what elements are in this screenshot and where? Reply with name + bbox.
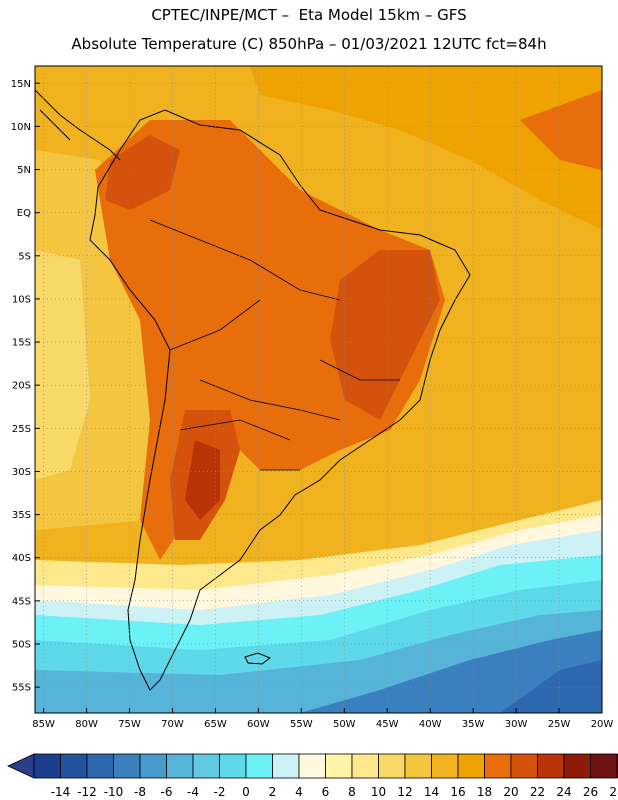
longitude-label: 65W: [204, 719, 227, 730]
colorbar-label: 24: [556, 785, 571, 799]
longitude-label: 75W: [118, 719, 141, 730]
colorbar-label: 4: [295, 785, 303, 799]
colorbar-box: [139, 753, 167, 779]
colorbar-box: [484, 753, 512, 779]
colorbar-label: 16: [450, 785, 465, 799]
colorbar-label: -2: [214, 785, 226, 799]
colorbar-box: [219, 753, 247, 779]
colorbar-box: [245, 753, 273, 779]
south-america-coastline: [89, 109, 471, 691]
colorbar-label: 10: [371, 785, 386, 799]
longitude-label: 35W: [462, 719, 485, 730]
colorbar-labels: -14 -12 -10 -8 -6 -4 -2 0 2 4 6 8 10 12 14 16 18 20 22 24 26…: [51, 785, 618, 799]
longitude-label: 20W: [591, 719, 614, 730]
colorbar-label: 12: [397, 785, 412, 799]
colorbar-box: [457, 753, 485, 779]
longitude-label: 25W: [548, 719, 571, 730]
colorbar-box: [510, 753, 538, 779]
longitude-label: 70W: [161, 719, 184, 730]
latitude-label: 10S: [12, 294, 31, 305]
cooler-region-east-pacific: [35, 250, 90, 480]
colorbar-box: [563, 753, 591, 779]
map-title-line-1: CPTEC/INPE/MCT – Eta Model 15km – GFS: [151, 6, 467, 24]
latitude-label: 10N: [11, 122, 31, 133]
latitude-label: 5S: [18, 251, 31, 262]
colorbar-box: [272, 753, 300, 779]
hottest-region-argentina: [185, 440, 220, 520]
colorbar-label: 2: [269, 785, 277, 799]
colorbar-label: -14: [51, 785, 71, 799]
colorbar-label: 18: [477, 785, 492, 799]
latitude-label: 15S: [12, 338, 31, 349]
colorbar-label: 26: [583, 785, 598, 799]
latitude-label: 20S: [12, 381, 31, 392]
hot-region-north-atlantic: [520, 90, 602, 170]
longitude-label: 30W: [505, 719, 528, 730]
longitude-label: 85W: [32, 719, 55, 730]
latitude-label: 35S: [12, 510, 31, 521]
colorbar-box: [351, 753, 379, 779]
latitude-label: EQ: [17, 208, 31, 219]
colorbar-label: 14: [424, 785, 439, 799]
colorbar-box: [325, 753, 353, 779]
very-hot-region-andes: [105, 135, 180, 210]
latitude-labels: 15N 10N 5N EQ 5S 10S 15S 20S 25S 30S 35S 40S 45S 50S 5…: [11, 79, 40, 694]
colorbar-box: [298, 753, 326, 779]
latitude-label: 15N: [11, 79, 31, 90]
latitude-label: 45S: [12, 596, 31, 607]
colorbar-label: 22: [530, 785, 545, 799]
longitude-label: 60W: [247, 719, 270, 730]
latitude-label: 5N: [17, 165, 31, 176]
colorbar-box: [431, 753, 459, 779]
map-title-line-2: Absolute Temperature (C) 850hPa – 01/03/…: [71, 35, 547, 53]
colorbar-boxes: [7, 753, 618, 779]
colorbar-label: 6: [322, 785, 330, 799]
colorbar-label: -8: [134, 785, 146, 799]
colorbar-label: -10: [104, 785, 124, 799]
warm-region-tropical-atlantic: [250, 66, 602, 230]
falkland-islands: [244, 652, 271, 665]
very-hot-region-northeast-brazil: [330, 250, 440, 420]
colorbar-label: 28: [609, 785, 618, 799]
colorbar-box: [192, 753, 220, 779]
latitude-label: 55S: [12, 683, 31, 694]
colorbar-box: [86, 753, 114, 779]
colorbar-label: -12: [77, 785, 97, 799]
longitude-label: 40W: [419, 719, 442, 730]
longitude-label: 55W: [290, 719, 313, 730]
longitude-labels: 85W 80W 75W 70W 65W 60W 55W 50W 45W 40W 35W 30W 25W 2…: [32, 708, 613, 730]
latitude-label: 50S: [12, 639, 31, 650]
temperature-map: 15N 10N 5N EQ 5S 10S 15S 20S 25S 30S 35S 40S 45S 50S 5…: [11, 65, 613, 730]
colorbar-box: [60, 753, 88, 779]
colorbar-label: 20: [503, 785, 518, 799]
colorbar-label: -6: [161, 785, 173, 799]
longitude-label: 80W: [75, 719, 98, 730]
colorbar-box: [166, 753, 194, 779]
colorbar-under-arrow: [7, 753, 35, 779]
colorbar-box: [33, 753, 61, 779]
colorbar-label: 8: [348, 785, 356, 799]
cold-band-5: [300, 630, 602, 713]
cold-band-6: [500, 660, 602, 713]
longitude-label: 45W: [376, 719, 399, 730]
latitude-label: 25S: [12, 424, 31, 435]
latitude-label: 30S: [12, 467, 31, 478]
colorbar-box: [378, 753, 406, 779]
colorbar-box: [404, 753, 432, 779]
colorbar-box: [537, 753, 565, 779]
central-america-coastline: [35, 89, 121, 161]
longitude-label: 50W: [333, 719, 356, 730]
colorbar-label: -4: [187, 785, 199, 799]
colorbar-label: 0: [242, 785, 250, 799]
colorbar-box: [590, 753, 618, 779]
colorbar-box: [113, 753, 141, 779]
map-gridlines: [35, 66, 602, 713]
map-frame: [34, 65, 603, 714]
latitude-label: 40S: [12, 553, 31, 564]
country-borders: [149, 219, 400, 471]
